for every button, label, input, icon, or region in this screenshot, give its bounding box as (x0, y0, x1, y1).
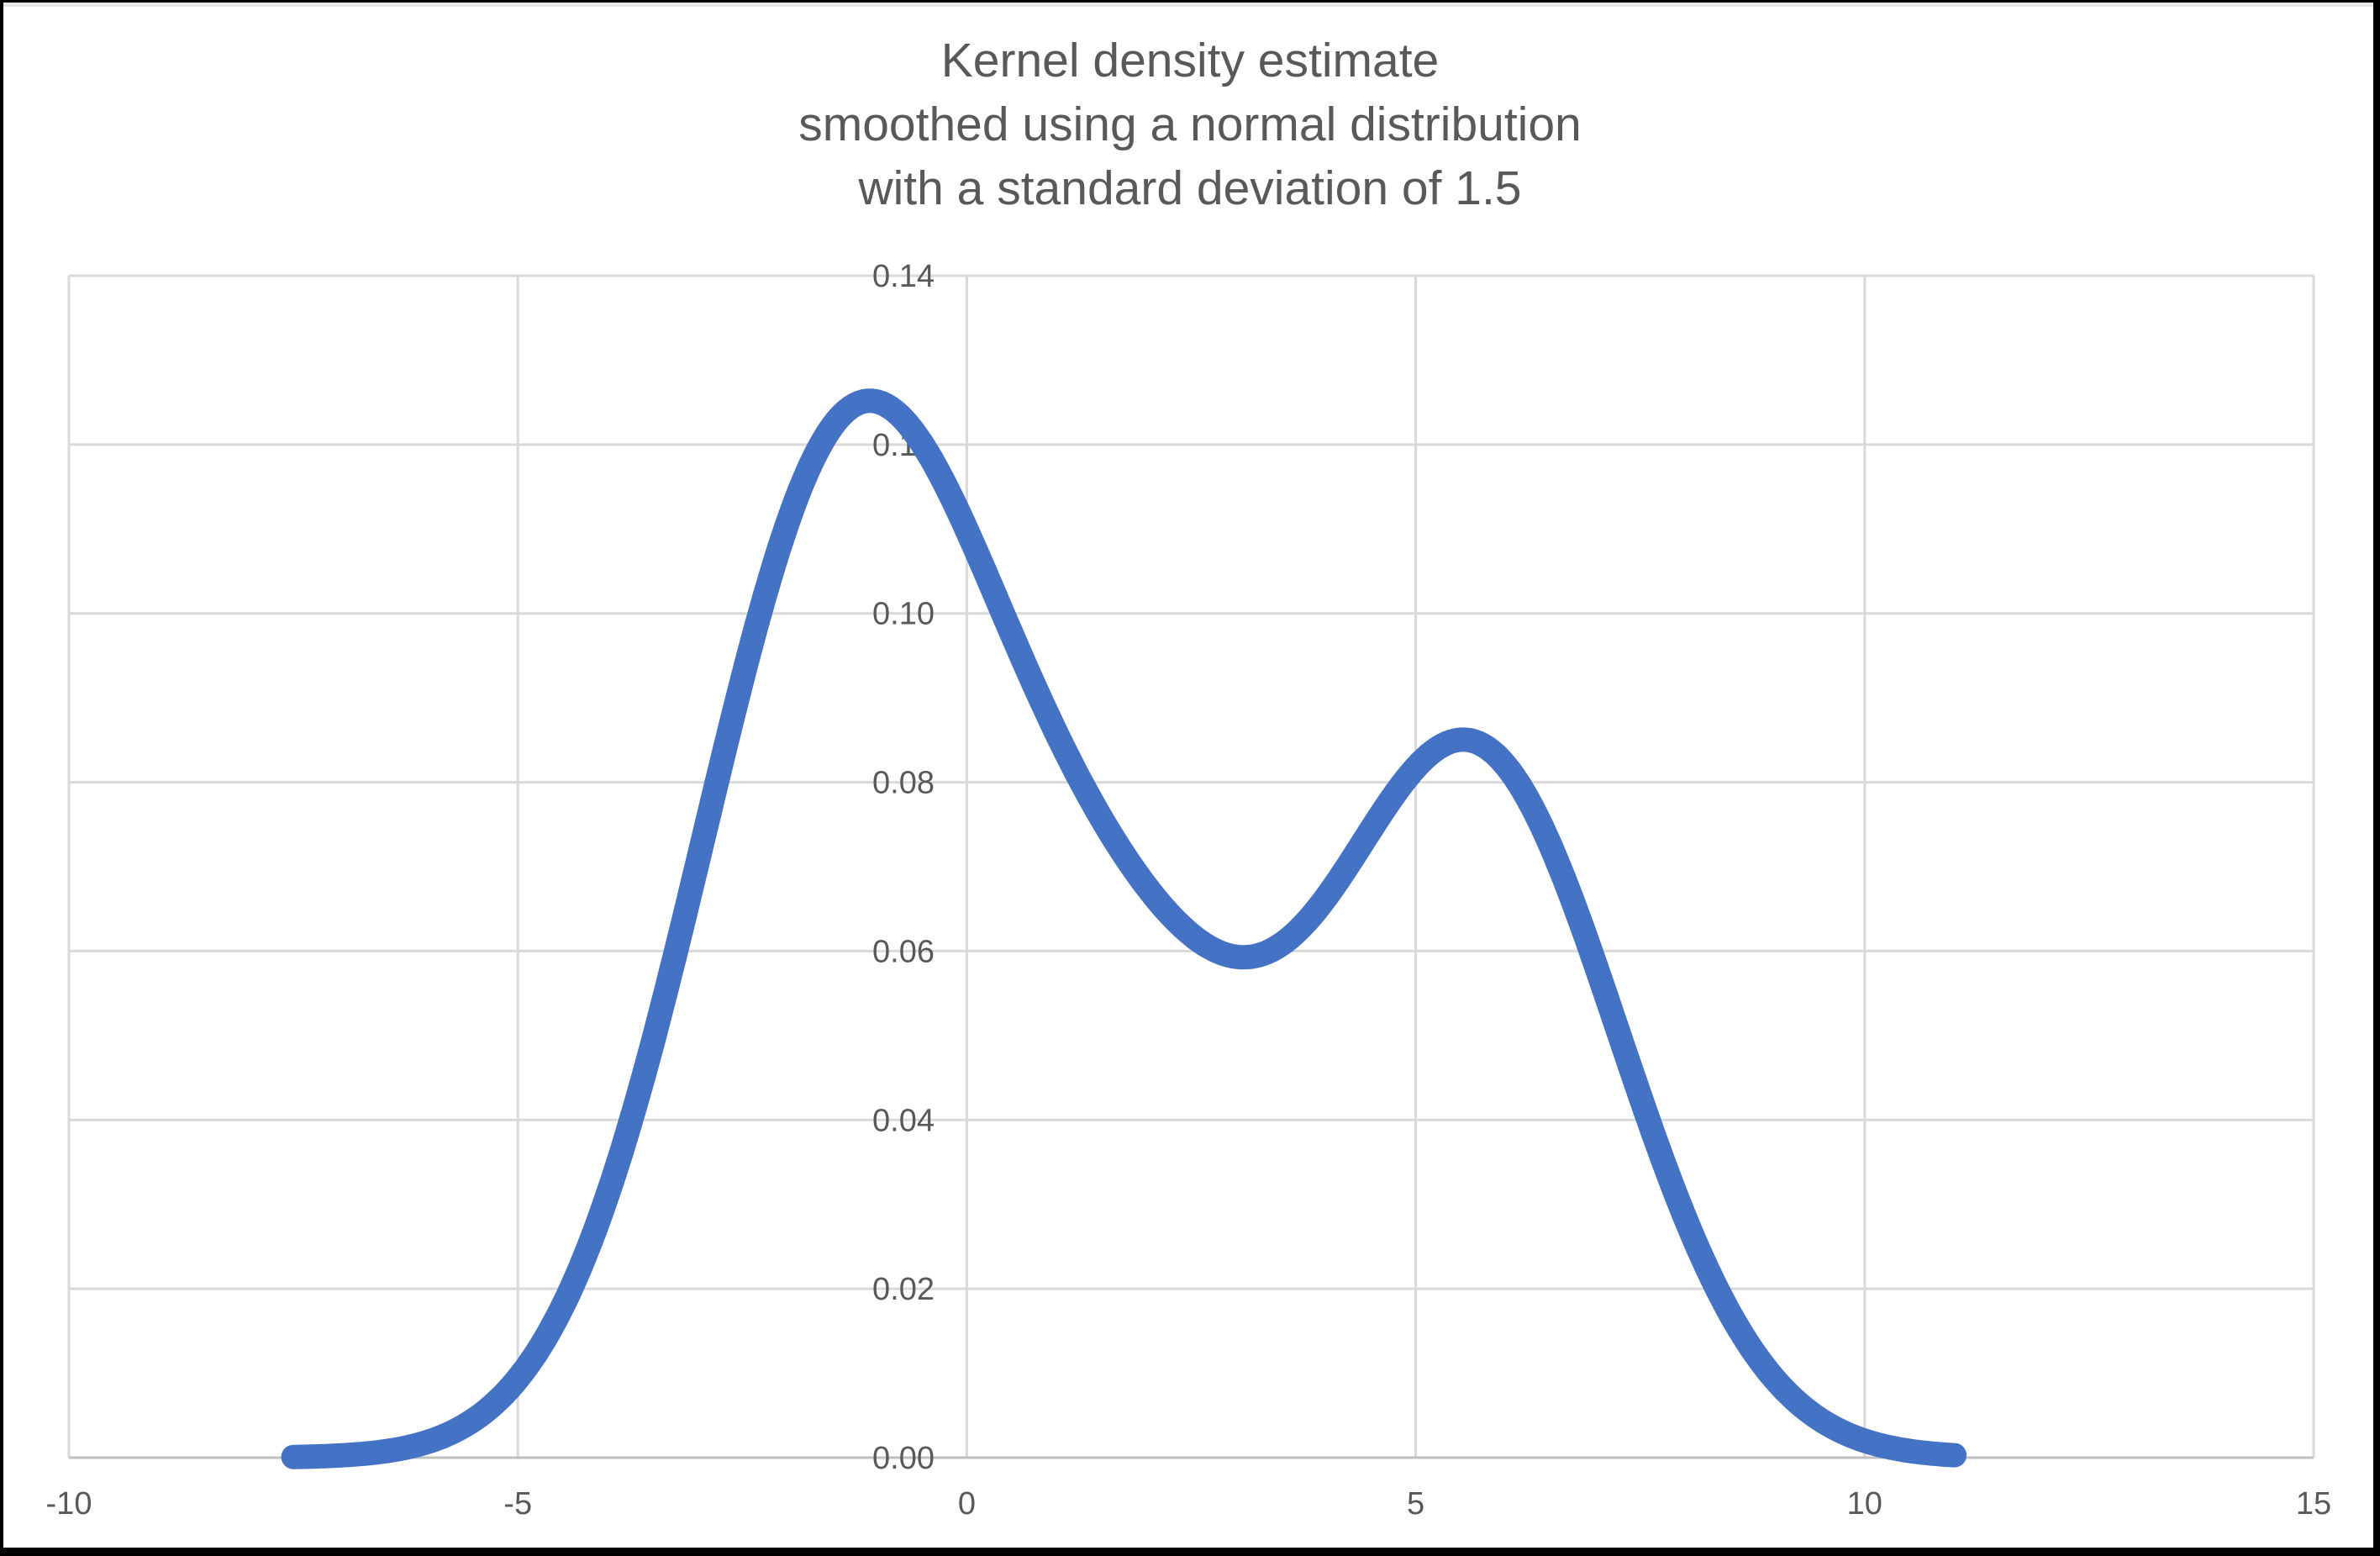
x-tick-label-10: 10 (1847, 1486, 1882, 1522)
x-tick-label--5: -5 (503, 1486, 532, 1522)
x-tick-label-0: 0 (958, 1486, 976, 1522)
x-tick-label-15: 15 (2296, 1486, 2331, 1522)
frame-border-right (2373, 0, 2380, 1556)
chart-title-line-2: smoothed using a normal distribution (798, 98, 1582, 151)
kde-curve (281, 388, 1967, 1469)
y-tick-label-0.02: 0.02 (872, 1272, 935, 1307)
frame-border-left (0, 0, 3, 1556)
chart-title: Kernel density estimate smoothed using a… (0, 29, 2380, 220)
y-tick-label-0.04: 0.04 (872, 1103, 935, 1138)
y-tick-label-0.06: 0.06 (872, 934, 935, 969)
y-tick-label-0.00: 0.00 (872, 1441, 935, 1476)
chart-title-line-1: Kernel density estimate (940, 34, 1440, 87)
y-tick-label-0.08: 0.08 (872, 766, 935, 801)
y-tick-label-0.14: 0.14 (872, 259, 935, 294)
x-tick-label-5: 5 (1407, 1486, 1424, 1522)
chart-title-line-3: with a standard deviation of 1.5 (858, 161, 1522, 215)
frame-border-bottom (0, 1548, 2380, 1556)
frame-inner-strip (3, 3, 2373, 7)
x-tick-label--10: -10 (46, 1486, 92, 1522)
frame-border-top (0, 0, 2380, 3)
y-tick-label-0.10: 0.10 (872, 597, 935, 632)
